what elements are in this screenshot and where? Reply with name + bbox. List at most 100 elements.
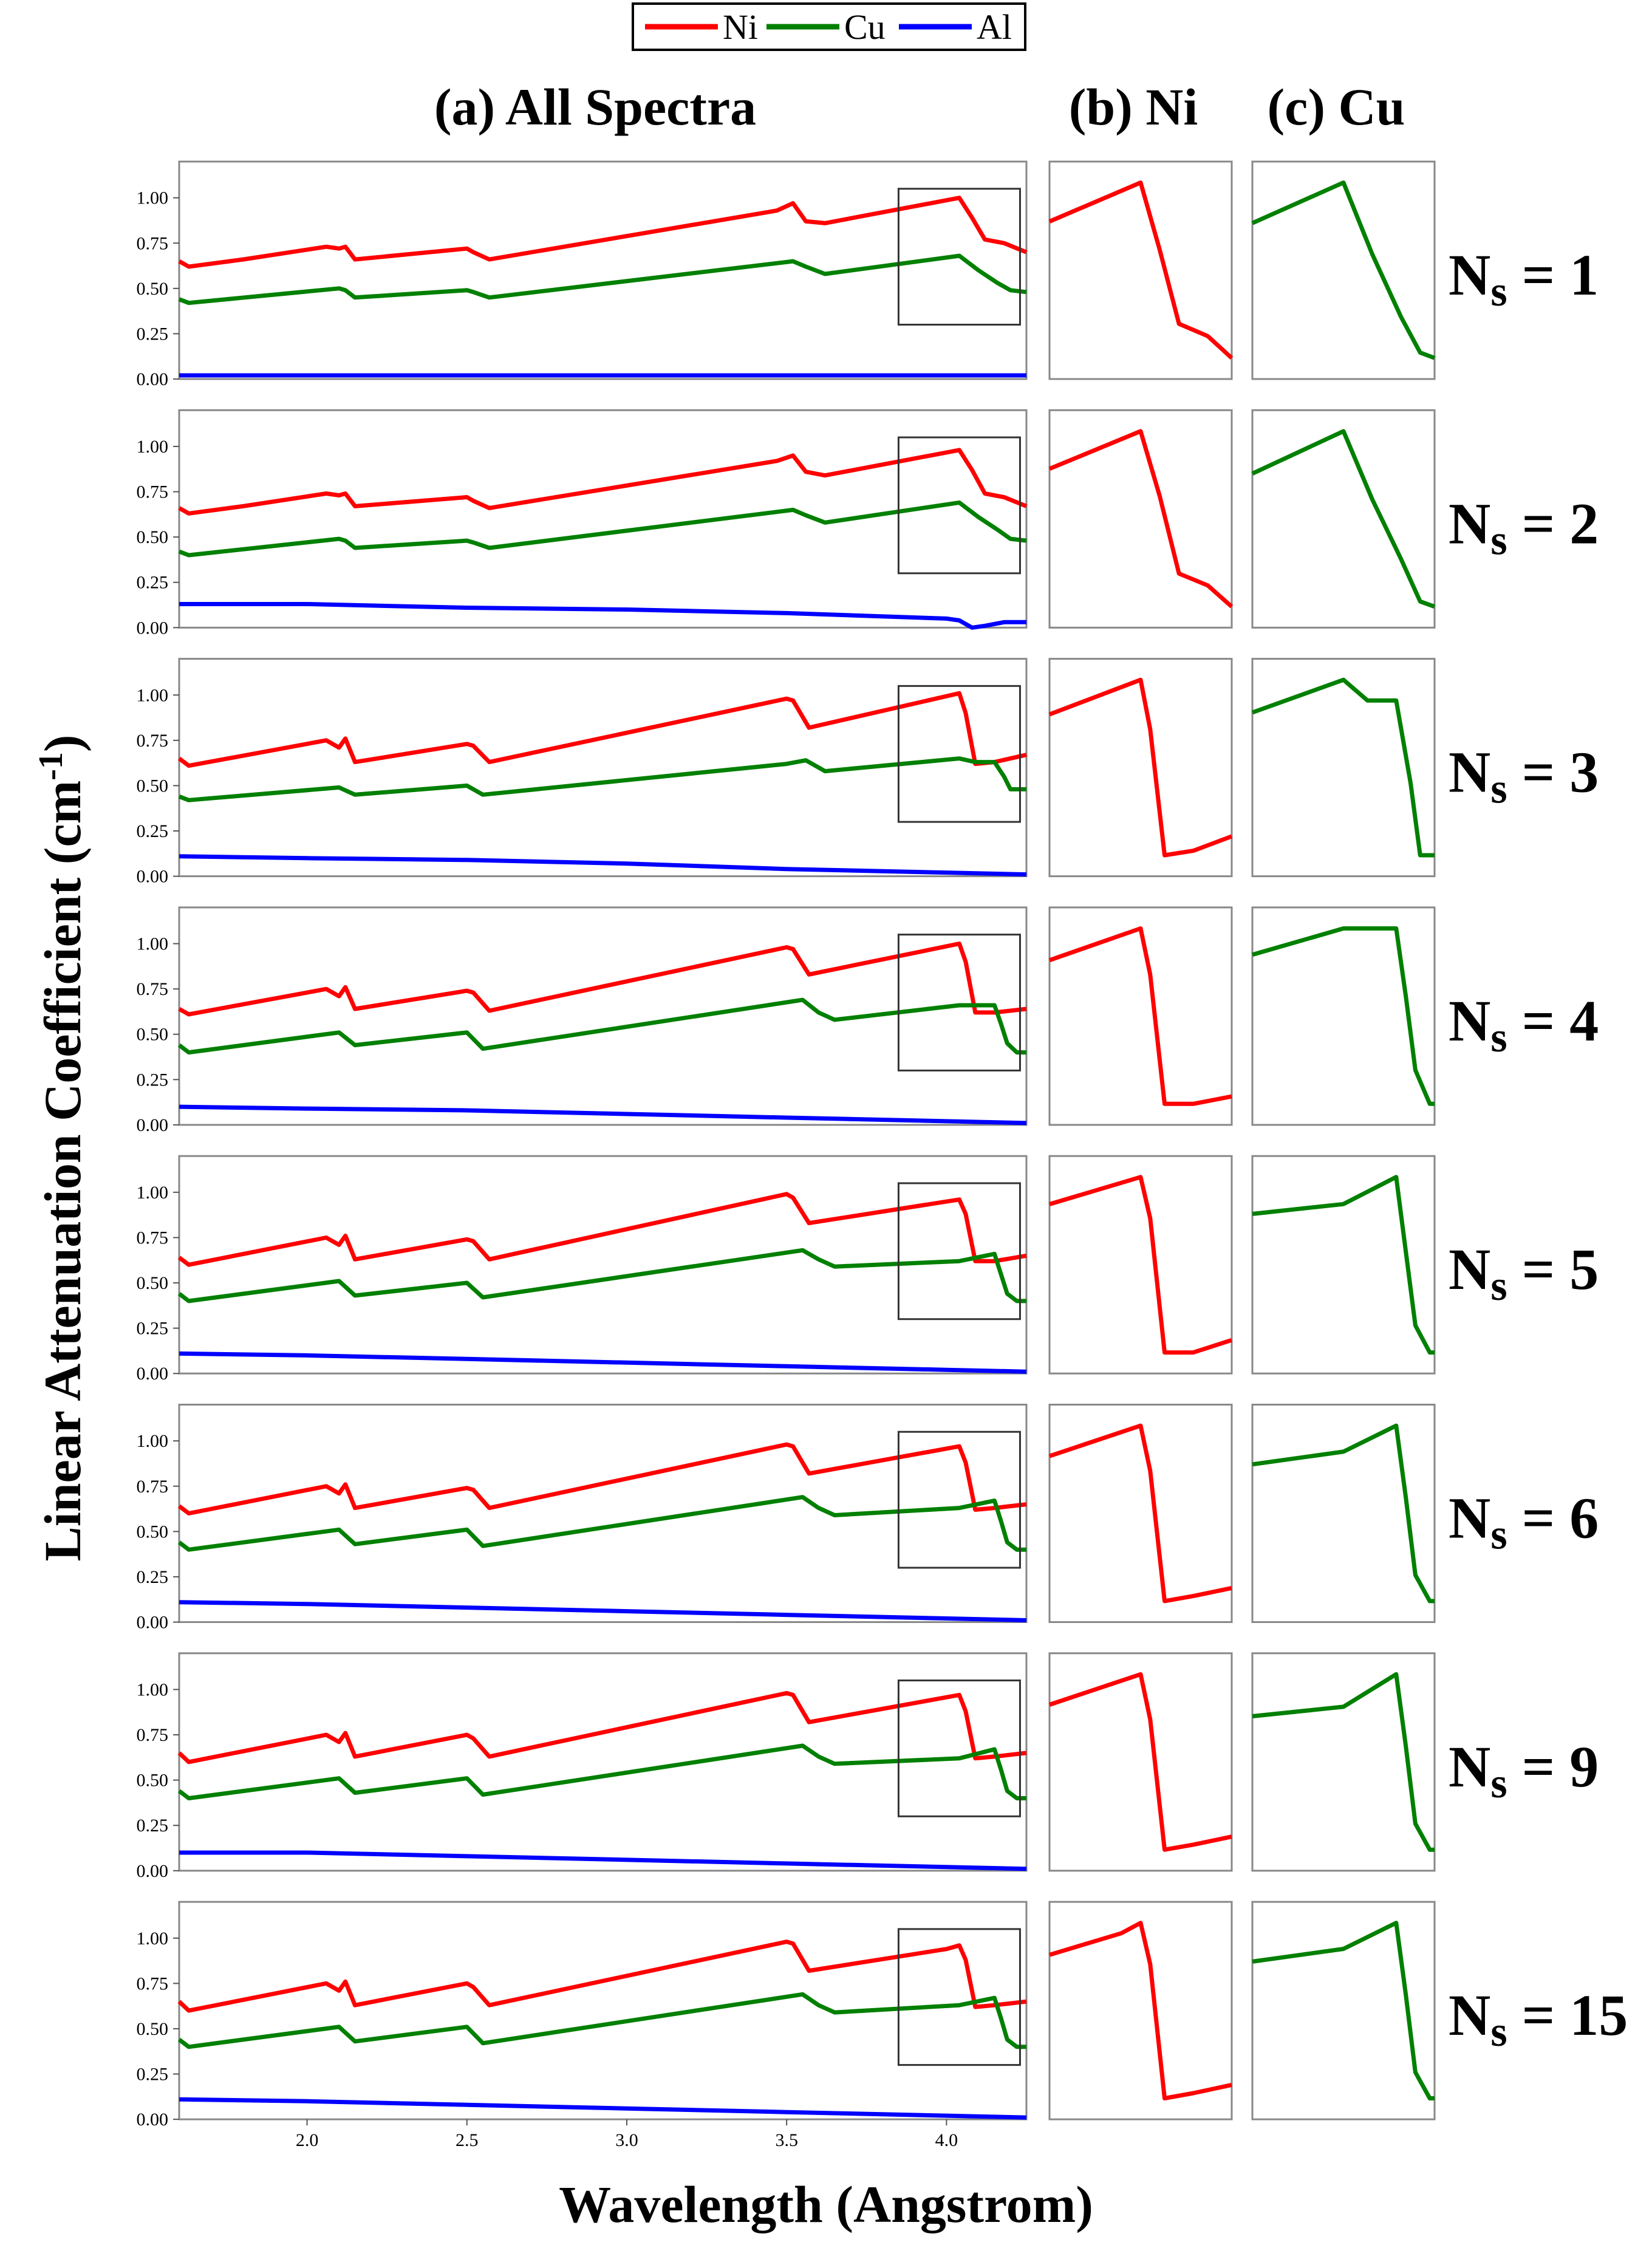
y-tick-label: 0.50	[137, 1522, 169, 1542]
panel-c-zoom-line	[1252, 1423, 1435, 1604]
panel-b-frame	[1048, 409, 1233, 629]
panel-b-zoom-line	[1049, 1175, 1233, 1355]
series-line-ni	[177, 1192, 1027, 1267]
panel-b-frame	[1048, 906, 1233, 1126]
series-line-cu	[177, 1743, 1026, 1800]
panel-b-zoom-line	[1048, 1423, 1232, 1604]
panel-b-frame	[1048, 1901, 1233, 2120]
series-line-ni	[177, 1690, 1027, 1765]
panel-c-frame	[1251, 160, 1436, 380]
panel-c-frame	[1251, 1652, 1436, 1872]
panel-b-frame	[1048, 658, 1233, 878]
panel-b-title: (b) Ni	[1069, 78, 1198, 136]
series-line-ni	[177, 691, 1027, 768]
panel-a-frame	[178, 906, 1028, 1126]
y-tick-label: 0.25	[137, 1816, 169, 1836]
row-label: Ns = 9	[1449, 1734, 1599, 1807]
zoom-window	[897, 436, 1021, 575]
y-tick-label: 0.25	[137, 573, 169, 593]
series-line-al	[179, 602, 1026, 630]
x-tick-label: 3.0	[615, 2130, 638, 2150]
series-line-cu	[178, 756, 1026, 802]
y-tick-label: 0.50	[137, 2019, 169, 2039]
y-tick-label: 0.00	[137, 618, 169, 638]
row-label: Ns = 3	[1449, 740, 1599, 813]
series-line-ni	[178, 941, 1027, 1017]
zoom-window	[897, 934, 1021, 1071]
y-tick-label: 0.50	[137, 527, 169, 547]
series-line-ni	[177, 1442, 1027, 1515]
chart-row: 0.00 0.25 0.50 0.75 1.00 Ns = 3	[137, 658, 1599, 887]
y-tick-label: 0.00	[137, 1613, 169, 1633]
panel-a-frame	[178, 409, 1028, 629]
panel-b-zoom-line	[1048, 180, 1234, 360]
chart-row: 0.00 0.25 0.50 0.75 1.00 Ns = 9	[137, 1652, 1599, 1881]
panel-a-frame	[178, 1901, 1028, 2120]
chart-row: 0.00 0.25 0.50 0.75 1.00 Ns = 15 2.0 2.5 3.0 3.5 4…	[137, 1901, 1628, 2150]
y-tick-label: 0.75	[137, 1477, 169, 1497]
y-tick-label: 0.25	[137, 1567, 169, 1587]
panel-a-frame	[178, 658, 1028, 878]
y-tick-label: 1.00	[137, 1929, 169, 1949]
zoom-window	[897, 1182, 1021, 1321]
panel-a-title: (a) All Spectra	[434, 78, 756, 136]
y-axis-label: Linear Attenuation Coefficient (cm-1)	[32, 734, 92, 1561]
y-tick-label: 0.75	[137, 1228, 169, 1248]
zoom-window	[897, 1928, 1021, 2066]
series-line-cu	[178, 253, 1027, 306]
legend-label-al: Al	[977, 7, 1012, 47]
panel-c-zoom-line	[1252, 1672, 1435, 1852]
panel-c-frame	[1251, 409, 1436, 629]
y-tick-label: 1.00	[137, 1183, 169, 1203]
series-line-al	[179, 1850, 1027, 1871]
series-line-al	[179, 1104, 1027, 1126]
y-tick-label: 1.00	[137, 934, 169, 954]
y-tick-label: 0.00	[137, 1364, 169, 1384]
row-label: Ns = 5	[1449, 1237, 1599, 1310]
y-tick-label: 0.75	[137, 731, 169, 751]
x-tick-label: 2.5	[456, 2130, 479, 2150]
chart-row: 0.00 0.25 0.50 0.75 1.00 Ns = 2	[137, 409, 1599, 638]
panel-c-frame	[1251, 658, 1436, 878]
y-tick-label: 0.25	[137, 2065, 169, 2085]
panel-a-frame	[178, 1652, 1028, 1872]
series-line-cu	[178, 500, 1027, 558]
series-line-cu	[177, 1495, 1026, 1552]
y-tick-label: 0.00	[137, 1861, 169, 1881]
series-line-ni	[177, 1939, 1027, 2013]
x-axis-label: Wavelength (Angstrom)	[559, 2175, 1093, 2233]
chart-row: 0.00 0.25 0.50 0.75 1.00 Ns = 1	[137, 160, 1599, 389]
panel-c-zoom-line	[1251, 677, 1435, 858]
y-tick-label: 0.00	[137, 369, 169, 389]
zoom-window	[897, 685, 1021, 823]
y-tick-label: 1.00	[137, 1431, 169, 1451]
series-line-cu	[177, 1248, 1026, 1304]
row-label: Ns = 15	[1449, 1983, 1628, 2055]
panel-c-zoom-line	[1251, 180, 1436, 360]
row-label: Ns = 1	[1449, 242, 1599, 315]
chart-row: 0.00 0.25 0.50 0.75 1.00 Ns = 4	[137, 906, 1599, 1135]
series-line-cu	[177, 997, 1026, 1055]
y-tick-label: 0.00	[137, 1115, 169, 1135]
series-line-cu	[177, 1992, 1026, 2049]
row-label: Ns = 6	[1449, 1486, 1599, 1559]
y-tick-label: 1.00	[137, 1679, 169, 1700]
y-tick-label: 0.75	[137, 1725, 169, 1745]
y-tick-label: 0.00	[137, 867, 169, 887]
y-tick-label: 0.25	[137, 821, 169, 841]
y-tick-label: 1.00	[137, 437, 169, 457]
row-label: Ns = 2	[1449, 491, 1599, 564]
y-tick-label: 1.00	[137, 188, 169, 208]
panel-b-zoom-line	[1048, 926, 1232, 1106]
panel-a-frame	[178, 160, 1028, 380]
panel-b-frame	[1048, 1652, 1233, 1872]
legend-label-ni: Ni	[723, 7, 758, 47]
panel-c-zoom-line	[1252, 1175, 1435, 1355]
zoom-window	[897, 1430, 1021, 1569]
panel-c-zoom-line	[1251, 429, 1436, 609]
y-tick-label: 0.75	[137, 482, 169, 502]
x-tick-label: 2.0	[296, 2130, 319, 2150]
